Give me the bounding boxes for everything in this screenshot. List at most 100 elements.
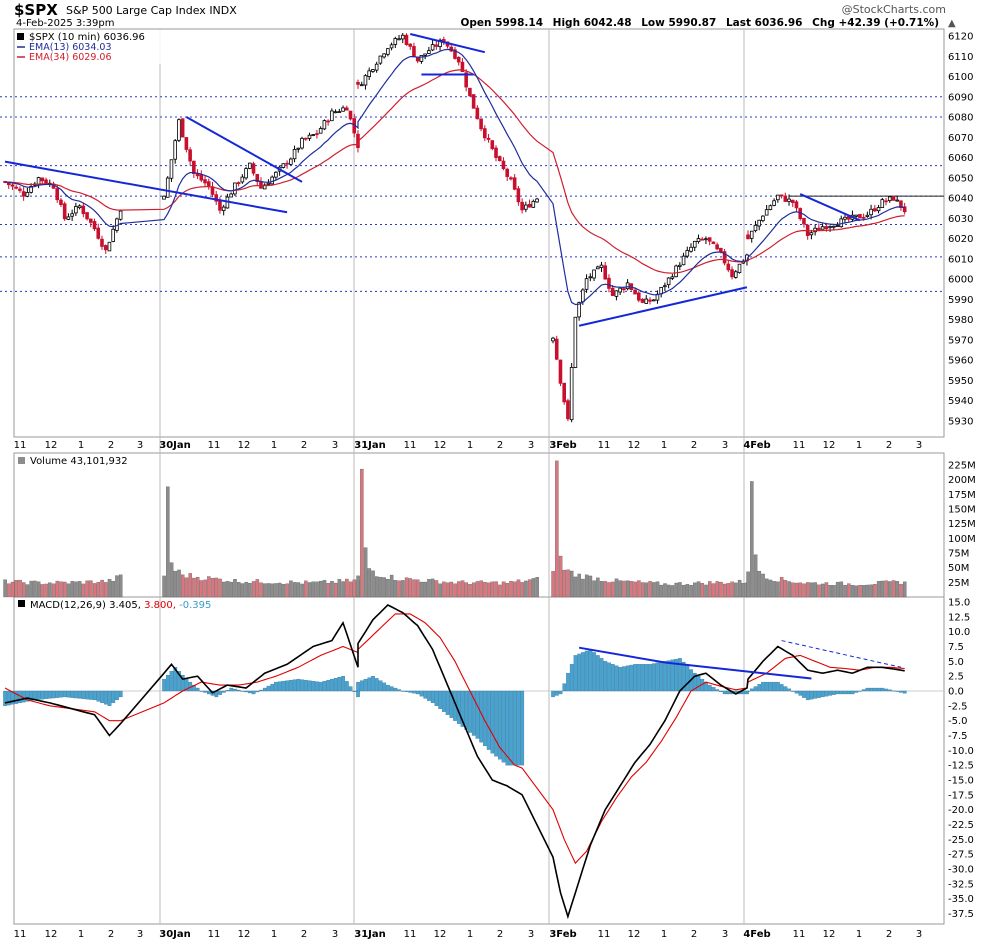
macd-signal-line <box>4 613 905 865</box>
macd-histogram-bar <box>363 678 368 692</box>
candle-body <box>625 282 630 290</box>
collapse-arrow-icon[interactable]: ▲ <box>948 18 956 29</box>
candle-body <box>820 226 825 230</box>
candle-body <box>382 53 386 58</box>
macd-histogram-bar <box>820 690 825 698</box>
volume-bar <box>96 581 101 598</box>
candle-body <box>817 227 821 231</box>
macd-histogram-bar <box>569 664 574 692</box>
macd-histogram-bar <box>655 662 660 692</box>
candle-body <box>356 81 360 85</box>
macd-histogram-bar <box>307 680 312 692</box>
volume-bar <box>693 582 697 598</box>
candle-body <box>40 177 45 182</box>
macd-histogram-bar <box>423 690 428 699</box>
volume-bar <box>696 581 701 598</box>
price-axis-label: 5980 <box>948 315 973 326</box>
macd-histogram-bar <box>726 690 731 695</box>
volume-bar <box>471 582 476 598</box>
macd-legend-swatch <box>18 600 25 607</box>
volume-bar <box>520 582 524 598</box>
volume-bar <box>77 581 82 598</box>
candle-body <box>247 162 252 169</box>
volume-bar <box>81 583 86 598</box>
time-axis-label: 11 <box>598 929 611 940</box>
time-axis-label: 11 <box>404 440 417 451</box>
time-axis-label: 2 <box>886 929 892 940</box>
volume-bar <box>486 582 491 598</box>
candle-body <box>558 359 563 384</box>
volume-bar <box>663 583 667 598</box>
volume-bar <box>173 570 178 598</box>
macd-histogram-bar <box>607 662 611 692</box>
candle-body <box>516 188 521 203</box>
time-axis-label: 11 <box>14 929 27 940</box>
macd-histogram-bar <box>33 690 37 701</box>
macd-histogram-bar <box>794 690 799 694</box>
volume-bar <box>277 582 282 598</box>
candle-body <box>203 179 207 184</box>
candle-body <box>408 43 413 47</box>
macd-axis-label: -7.5 <box>948 731 968 742</box>
macd-histogram-bar <box>337 677 342 692</box>
candle-body <box>768 205 773 210</box>
volume-bar <box>850 585 855 598</box>
candle-body <box>607 277 611 289</box>
macd-histogram-bar <box>14 690 19 704</box>
volume-bar <box>772 581 776 598</box>
volume-bar <box>592 580 596 598</box>
candle-body <box>468 87 472 97</box>
candle-body <box>891 196 896 201</box>
macd-axis-label: -32.5 <box>948 879 974 890</box>
macd-histogram-bar <box>813 690 818 699</box>
candle-body <box>214 194 219 202</box>
volume-legend-label: Volume 43,101,932 <box>30 456 128 467</box>
price-axis-label: 6000 <box>948 275 973 286</box>
macd-histogram-bar <box>326 679 331 692</box>
macd-histogram-bar <box>77 690 82 699</box>
volume-bar <box>442 581 446 598</box>
volume-bar <box>3 579 7 598</box>
candle-body <box>427 50 431 54</box>
macd-histogram-bar <box>596 655 600 692</box>
volume-bar <box>169 562 174 598</box>
volume-bar <box>285 583 289 598</box>
candle-body <box>902 206 907 213</box>
grid-lines <box>0 29 944 924</box>
volume-legend: Volume 43,101,932 <box>18 456 128 467</box>
volume-bar <box>10 581 15 598</box>
macd-axis-label: 10.0 <box>948 627 970 638</box>
macd-histogram-bar <box>876 687 881 692</box>
candle-body <box>77 205 82 209</box>
macd-histogram-bar <box>581 652 585 692</box>
volume-bar <box>903 581 907 598</box>
price-legend: $SPX (10 min) 6036.96 EMA(13) 6034.03 EM… <box>15 30 165 64</box>
macd-histogram-bar <box>277 681 282 692</box>
candle-body <box>281 163 286 168</box>
macd-histogram-bar <box>768 681 773 692</box>
volume-bar <box>92 583 97 598</box>
macd-histogram-bar <box>711 687 716 692</box>
macd-histogram-bar <box>651 663 656 692</box>
price-trendline <box>4 160 288 214</box>
macd-histogram-bar <box>352 690 357 692</box>
macd-histogram-bar <box>843 690 847 695</box>
price-panel <box>3 33 907 423</box>
volume-bar <box>895 581 900 598</box>
macd-histogram-bar <box>111 690 116 704</box>
macd-histogram-bar <box>341 676 345 692</box>
macd-axis-label: -12.5 <box>948 761 974 772</box>
macd-histogram-bar <box>96 690 101 702</box>
candle-body <box>854 214 858 217</box>
volume-bar <box>468 584 472 598</box>
volume-bar <box>501 581 506 598</box>
candle-body <box>386 48 390 55</box>
volume-bar <box>210 578 215 598</box>
macd-axis-label: -22.5 <box>948 820 974 831</box>
volume-bar <box>63 581 67 598</box>
candle-body <box>719 247 723 253</box>
volume-bar <box>753 554 758 598</box>
candle-body <box>501 160 506 170</box>
macd-histogram-bar <box>244 690 249 693</box>
macd-axis-label: -35.0 <box>948 894 974 905</box>
